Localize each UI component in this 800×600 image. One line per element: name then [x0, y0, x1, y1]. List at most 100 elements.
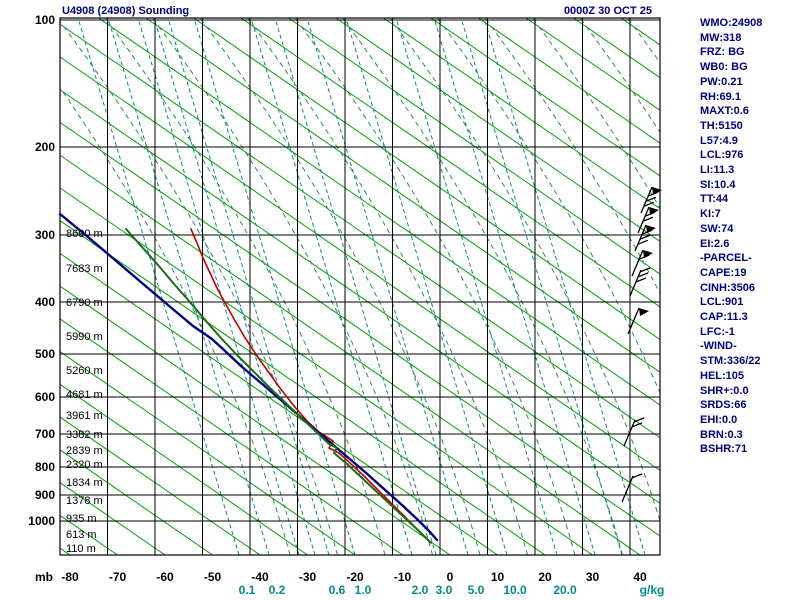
height-label: 3382 m [66, 429, 103, 441]
dry-adiabat-line [478, 18, 660, 144]
moist-adiabat-line [247, 18, 528, 555]
stat-line: CINH:3506 [700, 281, 756, 294]
stat-line: LCL:901 [700, 296, 744, 309]
sounding-trace-wet_bulb [125, 228, 431, 543]
height-label: 110 m [66, 543, 96, 555]
pressure-axis-label: 100 [35, 13, 55, 27]
mixing-ratio-label: 0.6 [329, 583, 346, 597]
pressure-axis-label: 900 [35, 488, 55, 502]
stat-line: SHR+:0.0 [700, 384, 749, 397]
mixing-ratio-label: 1.0 [355, 583, 372, 597]
mixing-ratio-line [153, 18, 316, 555]
height-label: 1378 m [66, 495, 103, 507]
moist-adiabat-line [199, 18, 481, 555]
stat-line: SI:10.4 [700, 178, 736, 191]
dry-adiabat-line [430, 18, 660, 177]
chart-background [60, 18, 660, 555]
stat-line: BRN:0.3 [700, 428, 743, 441]
temperature-axis-label: -70 [109, 570, 127, 584]
temperature-axis-label: -60 [156, 570, 174, 584]
stat-line: BSHR:71 [700, 443, 748, 456]
dry-adiabat-line [383, 18, 660, 210]
mixing-ratio-line [483, 18, 646, 555]
height-label: 935 m [66, 513, 97, 525]
height-label: 5260 m [66, 365, 103, 377]
stat-line: EI:2.6 [700, 237, 730, 250]
temperature-axis-label: 10 [491, 570, 505, 584]
temperature-axis-label: -80 [61, 570, 79, 584]
pressure-axis-label: 1000 [28, 514, 55, 528]
mixing-ratio-line [274, 18, 437, 555]
mixing-ratio-line [250, 18, 413, 555]
dry-adiabat-line [60, 187, 593, 555]
stat-line: SW:74 [700, 222, 734, 235]
wind-barb [640, 186, 662, 214]
moist-adiabat-line [60, 20, 338, 555]
height-label: 3961 m [66, 410, 103, 422]
height-label: 7683 m [66, 263, 103, 275]
mixing-ratio-line [193, 18, 356, 555]
dry-adiabat-line [60, 285, 451, 555]
stat-line: WB0: BG [700, 61, 748, 74]
height-label: 2320 m [66, 459, 103, 471]
stat-line: RH:69.1 [700, 90, 741, 103]
moist-adiabat-line [294, 18, 576, 555]
dry-adiabat-line [288, 18, 660, 275]
sounding-datetime: 0000Z 30 OCT 25 [563, 5, 652, 17]
temperature-axis-label: -40 [251, 570, 269, 584]
wind-barb [629, 267, 651, 297]
stat-line: MAXT:0.6 [700, 105, 749, 118]
stat-line: -WIND- [700, 340, 737, 353]
moist-adiabat-line [104, 18, 386, 555]
stat-line: LFC:-1 [700, 325, 735, 338]
stat-line: CAP:11.3 [700, 311, 748, 324]
dry-adiabat-line [60, 482, 166, 555]
mixing-unit-label: g/kg [640, 583, 665, 597]
wind-barb [637, 206, 659, 234]
mixing-ratio-line [77, 18, 240, 555]
stat-line: CAPE:19 [700, 266, 747, 279]
stat-line: -PARCEL- [700, 252, 752, 265]
height-label: 5990 m [66, 331, 103, 343]
dry-adiabat-line [60, 416, 261, 555]
temperature-axis-label: -10 [394, 570, 412, 584]
wind-barb [631, 249, 653, 277]
height-label: 613 m [66, 529, 97, 541]
dry-adiabat-line [60, 23, 660, 439]
height-label: 2839 m [66, 445, 103, 457]
mixing-ratio-line [433, 18, 596, 555]
moist-adiabat-line [152, 18, 433, 555]
dry-adiabat-line [60, 220, 546, 555]
dry-adiabat-line [60, 351, 356, 555]
pressure-axis-label: 800 [35, 460, 55, 474]
mixing-ratio-line [345, 18, 508, 555]
stat-line: WMO:24908 [700, 17, 763, 29]
dry-adiabat-line [60, 449, 213, 555]
temperature-axis-label: -30 [299, 570, 317, 584]
wind-barb [634, 224, 656, 252]
moist-adiabat-line [342, 18, 623, 555]
mixing-ratio-label: 0.1 [239, 583, 256, 597]
dry-adiabat-line [60, 121, 660, 537]
stat-line: SRDS:66 [700, 399, 747, 412]
stat-line: PW:0.21 [700, 75, 743, 88]
temperature-axis-label: 40 [633, 570, 647, 584]
mixing-ratio-line [460, 18, 623, 555]
mixing-ratio-label: 20.0 [553, 583, 577, 597]
mixing-ratio-line [107, 18, 270, 555]
page-title: U4908 (24908) Sounding [62, 5, 190, 17]
moist-adiabat-line [60, 86, 291, 555]
mixing-ratio-label: 2.0 [412, 583, 429, 597]
temperature-axis-label: -50 [204, 570, 222, 584]
height-label: 6790 m [66, 297, 103, 309]
pressure-axis-label: 400 [35, 295, 55, 309]
mixing-ratio-line [167, 18, 330, 555]
stats-panel: WMO:24908 MW:318 FRZ: BG WB0: BG PW:0.21 RH:6… [700, 16, 798, 457]
stat-line: MW:318 [700, 31, 742, 44]
stat-line: L57:4.9 [700, 134, 738, 147]
pressure-unit-label: mb [35, 570, 53, 584]
stat-line: EHI:0.0 [700, 413, 738, 426]
stat-line: HEL:105 [700, 369, 745, 382]
temperature-axis-label: 30 [586, 570, 600, 584]
